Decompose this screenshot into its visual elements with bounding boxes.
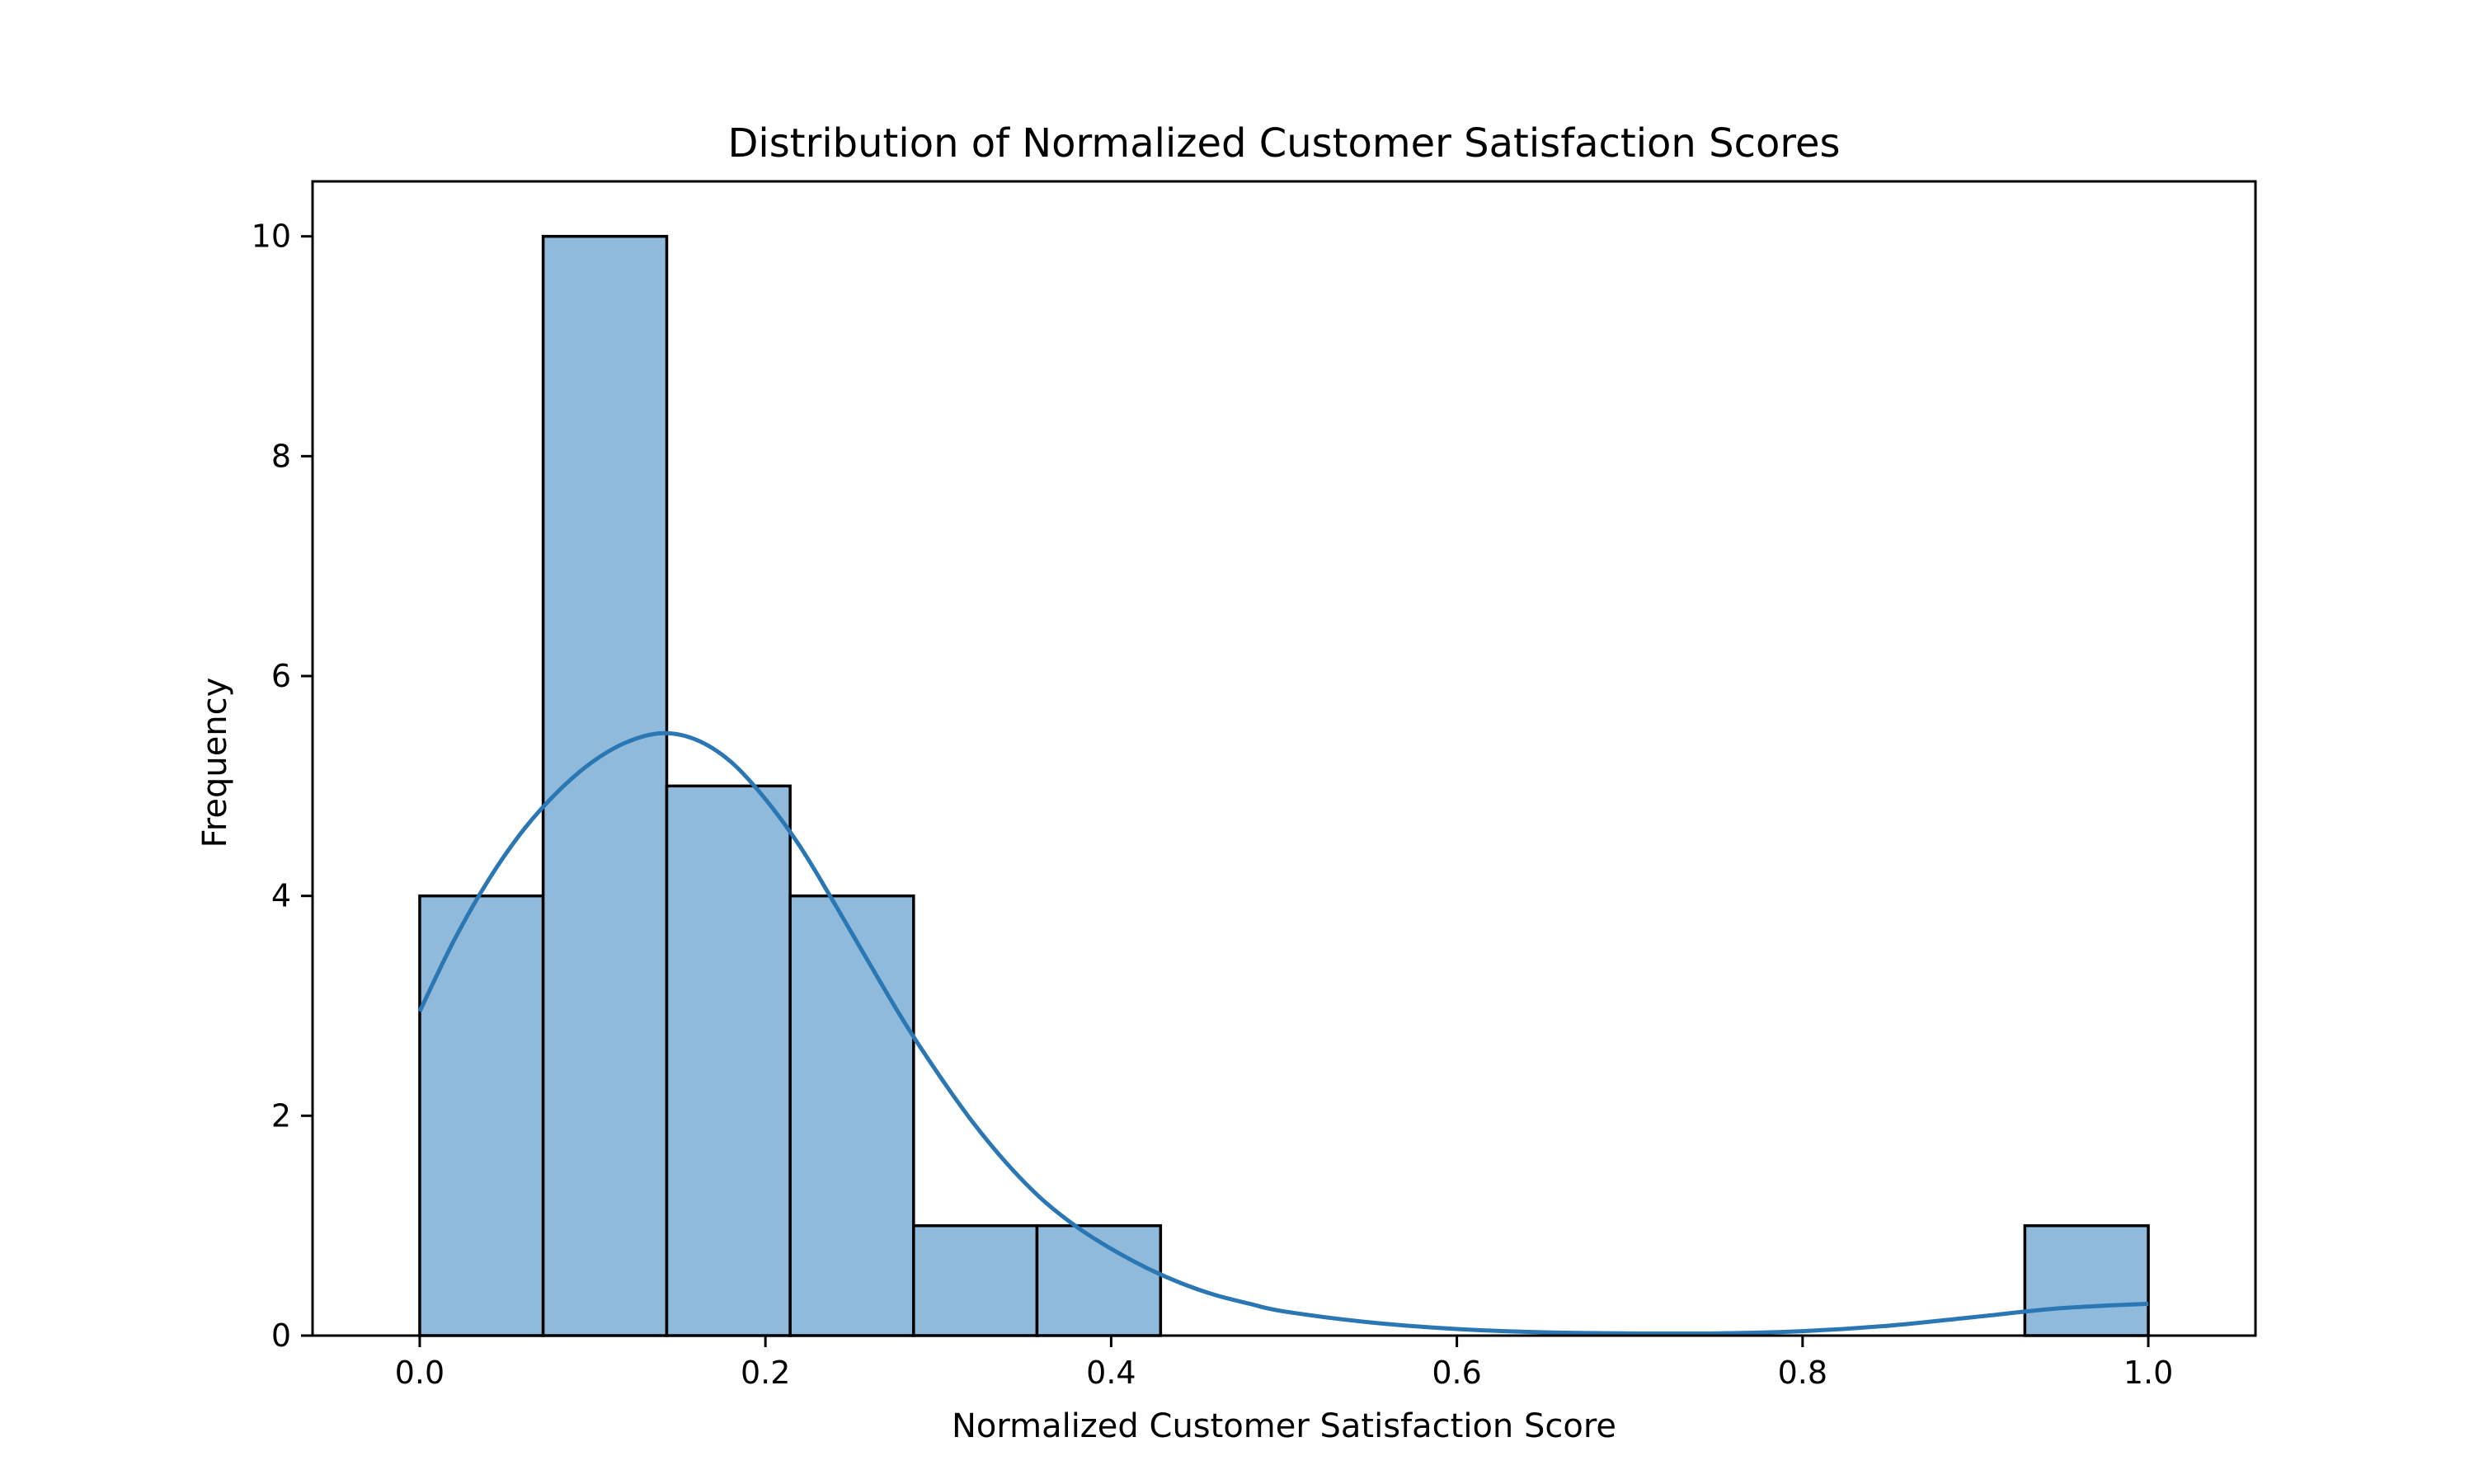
x-tick-label: 0.6 — [1432, 1355, 1481, 1391]
x-axis-label: Normalized Customer Satisfaction Score — [952, 1407, 1616, 1445]
histogram-bar — [2023, 1223, 2150, 1337]
histogram-bars — [418, 234, 2150, 1337]
y-axis-ticks: 0 2 4 6 8 10 — [252, 218, 313, 1354]
histogram-bar — [788, 894, 915, 1337]
y-tick-label: 8 — [271, 438, 291, 474]
y-tick-label: 0 — [271, 1317, 291, 1354]
y-axis-label: Frequency — [196, 678, 234, 848]
x-tick-label: 0.0 — [395, 1355, 444, 1391]
histogram-bar — [418, 894, 545, 1337]
x-tick-label: 1.0 — [2124, 1355, 2173, 1391]
histogram-bar — [1035, 1223, 1163, 1337]
y-tick-label: 2 — [271, 1097, 291, 1134]
y-tick-label: 4 — [271, 878, 291, 914]
y-tick-label: 6 — [271, 658, 291, 694]
histogram-bar — [912, 1223, 1039, 1337]
x-tick-label: 0.4 — [1086, 1355, 1136, 1391]
histogram-bar — [665, 784, 792, 1337]
x-axis-ticks: 0.0 0.2 0.4 0.6 0.8 1.0 — [395, 1336, 2173, 1391]
x-tick-label: 0.8 — [1778, 1355, 1827, 1391]
chart-title: Distribution of Normalized Customer Sati… — [727, 120, 1840, 167]
y-tick-label: 10 — [252, 218, 291, 255]
x-tick-label: 0.2 — [741, 1355, 790, 1391]
plot-area-frame — [311, 180, 2257, 1337]
kde-curve — [417, 730, 2149, 1336]
